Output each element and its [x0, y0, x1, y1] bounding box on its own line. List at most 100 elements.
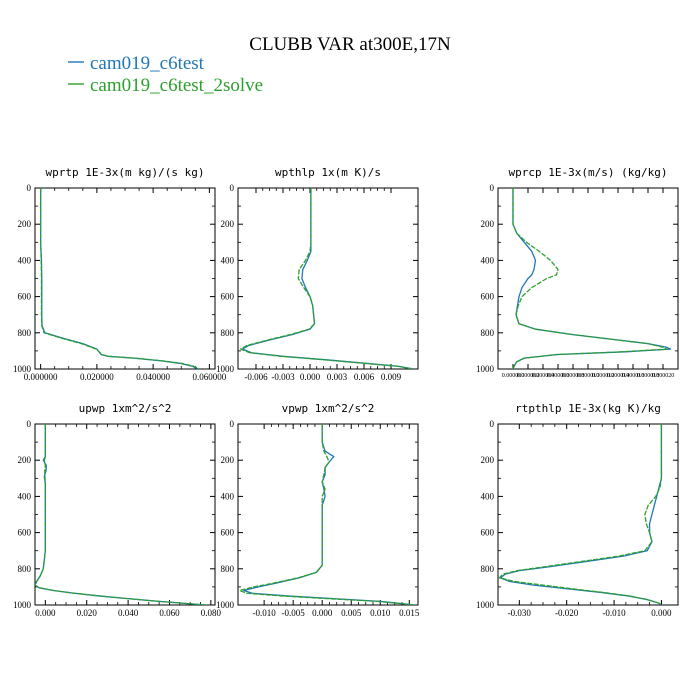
panel-5-frame: [237, 423, 419, 606]
panel-6-title: rtpthlp 1E-3x(kg K)/kg: [515, 402, 661, 415]
x-tick-label: 0.000016: [622, 373, 645, 379]
y-tick-label: 600: [221, 292, 235, 302]
y-tick-label: 1000: [476, 600, 495, 610]
x-tick-label: 0.000018: [637, 373, 660, 379]
panel-5-title: vpwp 1xm^2/s^2: [282, 402, 375, 415]
y-tick-label: 400: [18, 255, 32, 265]
x-tick-label: 0.040: [118, 608, 139, 618]
y-tick-label: 1000: [216, 600, 235, 610]
x-tick-label: 0.060000: [193, 372, 227, 382]
series-line-2: [512, 188, 668, 369]
x-tick-label: 0.000004: [532, 373, 555, 379]
x-tick-label: 0.000: [35, 608, 56, 618]
legend-label-1: cam019_c6test: [90, 53, 205, 74]
y-tick-label: 1000: [216, 364, 235, 374]
y-tick-label: 0: [27, 183, 32, 193]
x-tick-label: 0.000010: [577, 373, 600, 379]
y-tick-label: 200: [221, 219, 235, 229]
x-tick-label: 0.000: [312, 608, 333, 618]
y-tick-label: 200: [18, 219, 32, 229]
y-tick-label: 600: [481, 528, 495, 538]
panel-4-title: upwp 1xm^2/s^2: [79, 402, 172, 415]
series-line-2: [239, 424, 416, 605]
x-tick-label: 0.003: [327, 372, 348, 382]
y-tick-label: 400: [221, 255, 235, 265]
panel-1-frame: [34, 187, 216, 370]
series-line-2: [35, 424, 207, 605]
x-tick-label: 0.009: [381, 372, 402, 382]
x-tick-label: -0.010: [602, 608, 626, 618]
series-line-1: [241, 188, 414, 369]
y-tick-label: 0: [27, 419, 32, 429]
series-line-1: [512, 188, 672, 369]
y-tick-label: 800: [18, 328, 32, 338]
y-tick-label: 0: [490, 183, 495, 193]
x-tick-label: 0.040000: [136, 372, 170, 382]
panel-3-title: wprcp 1E-3x(m/s) (kg/kg): [509, 166, 668, 179]
x-tick-label: 0.000012: [592, 373, 615, 379]
series-line-1: [499, 424, 663, 605]
x-tick-label: -0.010: [253, 608, 277, 618]
panel-1: wprtp 1E-3x(m kg)/(s kg) 0 200 400 600 800 100…: [13, 166, 227, 382]
y-tick-label: 1000: [476, 364, 495, 374]
y-tick-label: 800: [481, 564, 495, 574]
y-tick-label: 0: [490, 419, 495, 429]
y-tick-label: 800: [221, 564, 235, 574]
y-tick-label: 200: [481, 219, 495, 229]
y-tick-label: 400: [18, 491, 32, 501]
x-tick-label: 0.010: [370, 608, 391, 618]
y-tick-label: 400: [221, 491, 235, 501]
panel-1-title: wprtp 1E-3x(m kg)/(s kg): [46, 166, 205, 179]
x-tick-label: 0.005: [341, 608, 362, 618]
y-tick-label: 200: [481, 455, 495, 465]
x-tick-label: 0.000: [651, 608, 672, 618]
y-tick-label: 1000: [13, 600, 32, 610]
x-tick-label: -0.020: [555, 608, 579, 618]
x-tick-label: -0.030: [508, 608, 532, 618]
series-line-2: [39, 188, 200, 369]
y-tick-label: 800: [481, 328, 495, 338]
y-tick-label: 800: [18, 564, 32, 574]
panel-2: wpthlp 1x(m K)/s 0 200 400 600 800 1000 -0.006-…: [216, 166, 419, 382]
series-line-1: [243, 424, 416, 605]
x-tick-label: 0.000000: [502, 373, 525, 379]
panel-6-frame: [497, 423, 679, 606]
x-tick-label: 0.000: [300, 372, 321, 382]
x-tick-label: 0.000002: [517, 373, 540, 379]
panel-6: rtpthlp 1E-3x(kg K)/kg 0 200 400 600 800 1000 -…: [476, 402, 679, 618]
series-line-2: [240, 188, 414, 369]
x-tick-label: 0.015: [399, 608, 420, 618]
y-tick-label: 600: [18, 528, 32, 538]
x-tick-label: 0.000000: [24, 372, 58, 382]
x-tick-label: -0.005: [282, 608, 306, 618]
series-line-1: [35, 424, 207, 605]
y-tick-label: 0: [230, 419, 235, 429]
series-line-1: [39, 188, 199, 369]
x-tick-label: 0.080: [201, 608, 222, 618]
y-tick-label: 200: [18, 455, 32, 465]
x-tick-label: 0.000014: [607, 373, 630, 379]
y-tick-label: 600: [221, 528, 235, 538]
x-tick-label: 0.020: [77, 608, 98, 618]
y-tick-label: 400: [481, 255, 495, 265]
figure-title: CLUBB VAR at300E,17N: [249, 34, 451, 55]
panel-3: wprcp 1E-3x(m/s) (kg/kg) 0 200 400 600 800 100…: [476, 166, 679, 379]
y-tick-label: 0: [230, 183, 235, 193]
y-tick-label: 800: [221, 328, 235, 338]
x-tick-label: 0.000006: [547, 373, 570, 379]
x-tick-label: 0.000008: [562, 373, 585, 379]
x-tick-label: 0.000020: [652, 373, 675, 379]
x-tick-label: -0.006: [244, 372, 268, 382]
x-tick-label: -0.003: [271, 372, 295, 382]
panel-2-title: wpthlp 1x(m K)/s: [275, 166, 381, 179]
y-tick-label: 600: [18, 292, 32, 302]
series-line-2: [498, 424, 663, 605]
panel-3-frame: [497, 187, 679, 370]
x-tick-label: 0.020000: [80, 372, 114, 382]
panel-5: vpwp 1xm^2/s^2 0 200 400 600 800 1000 -0.010 -0.…: [216, 402, 420, 618]
panel-4-frame: [34, 423, 216, 606]
x-tick-label: 0.060: [159, 608, 180, 618]
legend-label-2: cam019_c6test_2solve: [90, 75, 263, 96]
